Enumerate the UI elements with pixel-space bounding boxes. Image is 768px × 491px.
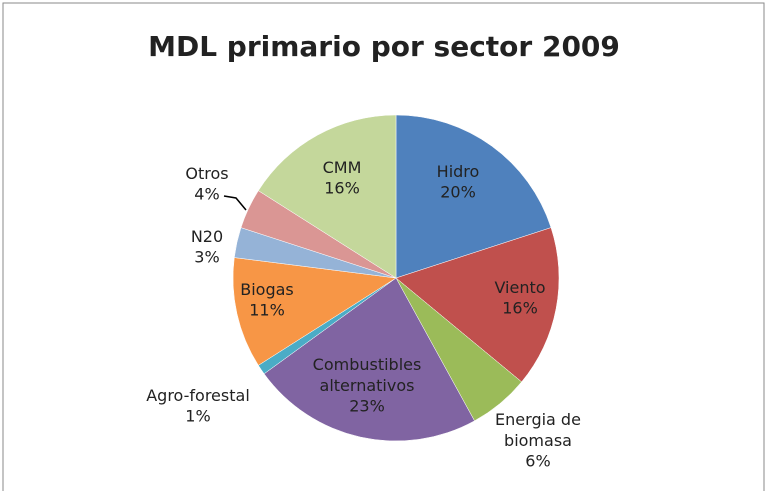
value-label: 20% (440, 183, 476, 202)
pie-slice (395, 227, 560, 383)
slice-label: Viento (494, 278, 545, 297)
value-label: 1% (185, 407, 210, 426)
slice-label-line: Agro-forestal (146, 386, 250, 405)
slice-label: Energia de biomasa (495, 410, 581, 450)
slice-label: Hidro (437, 162, 480, 181)
value-label: 16% (324, 179, 360, 198)
slice-label-line: CMM (323, 158, 362, 177)
slice-label-line: Biogas (240, 280, 294, 299)
slice-label: CMM (323, 158, 362, 177)
pie-slice (232, 257, 397, 366)
value-label: 6% (525, 452, 550, 471)
value-label: 23% (349, 397, 385, 416)
slice-label-line: biomasa (504, 431, 572, 450)
pie-slice (258, 114, 397, 279)
value-label: 3% (194, 248, 219, 267)
slice-label-line: N20 (191, 227, 223, 246)
slice-label: Combustibles alternativos (313, 355, 422, 395)
slice-label: Biogas (240, 280, 294, 299)
slice-label-line: Hidro (437, 162, 480, 181)
slice-label: Otros (185, 164, 228, 183)
value-label: 4% (194, 185, 219, 204)
slice-label-line: Viento (494, 278, 545, 297)
value-label: 11% (249, 301, 285, 320)
slice-label: N20 (191, 227, 223, 246)
chart-title: MDL primario por sector 2009 (148, 30, 620, 63)
slice-label-line: Combustibles (313, 355, 422, 374)
slice-label-line: Otros (185, 164, 228, 183)
leader-line (223, 195, 247, 211)
slice-label-line: Energia de (495, 410, 581, 429)
pie-slice (263, 277, 475, 442)
slice-label: Agro-forestal (146, 386, 250, 405)
pie-slice (395, 114, 552, 279)
slice-label-line: alternativos (320, 376, 415, 395)
value-label: 16% (502, 299, 538, 318)
